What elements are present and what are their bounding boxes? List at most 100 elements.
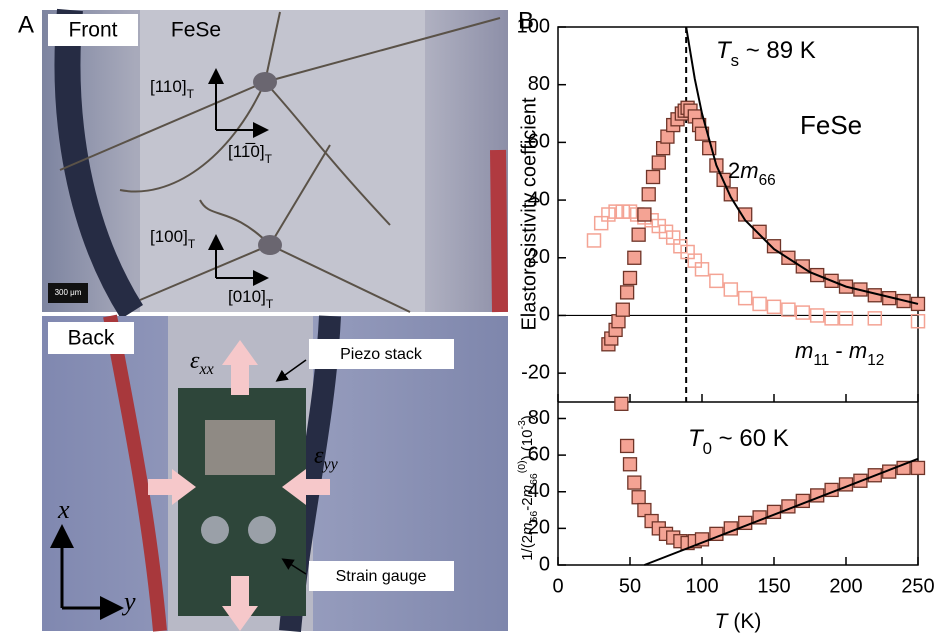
piezo-label: Piezo stack (340, 346, 423, 363)
fit-line (644, 457, 919, 566)
x-tick-label: 50 (619, 575, 641, 597)
x-tick-label: 0 (552, 575, 563, 597)
y-tick-label: 40 (528, 188, 550, 210)
y-axis-title-part: -2 (519, 497, 536, 510)
data-point (651, 155, 666, 170)
strain-label: εyy (314, 443, 339, 474)
data-point (641, 187, 656, 202)
x-axis-title: T (K) (715, 610, 762, 633)
annotation-part: m (740, 158, 758, 183)
data-point (631, 227, 646, 242)
annotation-part: s (731, 51, 739, 70)
data-point (614, 396, 629, 411)
data-point (737, 290, 753, 306)
data-point (631, 490, 646, 505)
y-axis-title-part: (0) (516, 460, 528, 473)
data-point (766, 299, 782, 315)
data-point (824, 311, 839, 326)
y-axis-title-part: 66 (528, 473, 540, 485)
axis-y-label: y (121, 587, 136, 616)
y-tick-label: -20 (521, 361, 550, 383)
y-axis-title-part: m (519, 485, 536, 498)
annotation: 2m66 (728, 158, 776, 189)
y-tick-label: 80 (528, 73, 550, 95)
y-axis-title-part: 1/(2 (519, 535, 536, 561)
data-point (723, 282, 739, 297)
data-point (637, 502, 652, 518)
annotation-part: m (795, 338, 813, 363)
data-point (781, 302, 796, 317)
data-point (619, 285, 635, 300)
y-tick-label: 0 (539, 553, 550, 575)
x-tick-label: 100 (685, 575, 718, 597)
dir-sub: T (188, 237, 196, 251)
data-point (752, 224, 767, 239)
y-tick-label: 20 (528, 246, 550, 268)
annotation-part: 12 (867, 352, 884, 369)
axis-x-label: x (57, 495, 70, 524)
dir-text: [11̅0] (228, 142, 265, 161)
eps-sub: xx (198, 361, 213, 378)
x-tick-label: 250 (901, 575, 934, 597)
front-photo (42, 8, 508, 319)
data-point (622, 457, 638, 472)
annotation-part: 0 (703, 439, 712, 458)
gauge-label: Strain gauge (336, 568, 427, 585)
y-tick-label: 40 (528, 480, 550, 502)
y-axis-title: Elastoresistivity coefficient (518, 97, 540, 331)
dir-sub: T (265, 152, 273, 166)
y-tick-label: 0 (539, 304, 550, 326)
material-label: FeSe (171, 19, 221, 42)
panel-label: A (18, 11, 34, 38)
y-axis-title-part: -3 (516, 420, 528, 429)
y-axis-title-part: 66 (528, 511, 540, 523)
y-axis-title-part: m (519, 522, 536, 535)
y-tick-label: 20 (528, 517, 550, 539)
y-axis-title-part: ) (10 (519, 430, 536, 461)
plot-frame (557, 26, 919, 566)
data-point (586, 233, 602, 248)
y-tick-label: 100 (517, 15, 550, 37)
direction-label: [100]T (150, 227, 196, 251)
data-point (645, 169, 661, 185)
panel-label: B (518, 7, 534, 34)
annotation-part: ~ 89 K (739, 37, 816, 64)
data-point (615, 302, 630, 317)
strain-label: εxx (190, 348, 214, 379)
annotation: T0 ~ 60 K (688, 425, 789, 458)
annotation-part: T (688, 425, 705, 452)
data-point (619, 438, 635, 454)
eps: ε (190, 348, 200, 374)
back-photo (42, 314, 508, 632)
dir-text: [010] (228, 287, 266, 306)
dir-sub: T (266, 297, 274, 311)
data-point (867, 311, 883, 326)
data-point (838, 311, 854, 326)
data-point (766, 239, 782, 254)
annotation-part: T (716, 37, 733, 64)
x-axis-title-part: T (715, 610, 730, 633)
annotation: FeSe (800, 110, 862, 140)
annotation: Ts ~ 89 K (716, 37, 816, 70)
annotation-part: - (829, 338, 849, 363)
y-axis-title-part: ) (519, 415, 536, 420)
data-point (795, 305, 811, 320)
data-point (809, 308, 825, 323)
annotation-part: m (849, 338, 867, 363)
y-tick-label: 80 (528, 407, 550, 429)
annotation-part: 66 (759, 172, 776, 189)
data-point (627, 250, 642, 265)
annotation-part: ~ 60 K (712, 425, 789, 452)
y-tick-label: 60 (528, 443, 550, 465)
y-axis-title: 1/(2m66-2m66(0)) (10-3) (516, 415, 540, 561)
dir-sub: T (187, 87, 195, 101)
annotation-part: 11 (813, 352, 829, 369)
x-tick-label: 200 (829, 575, 862, 597)
back-label: Back (68, 327, 115, 350)
annotation-part: 2 (728, 158, 740, 183)
x-tick-label: 150 (757, 575, 790, 597)
front-label: Front (68, 19, 117, 42)
